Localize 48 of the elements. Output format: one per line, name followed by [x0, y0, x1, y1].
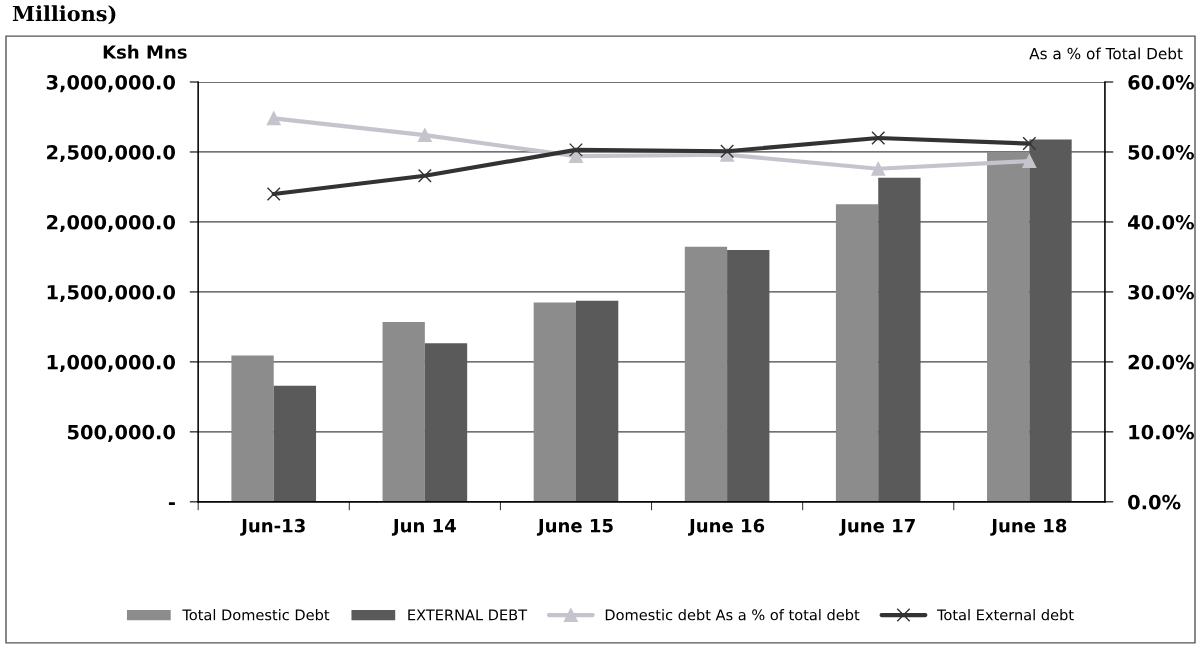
y2-tick-label: 20.0% [1128, 354, 1194, 370]
bar [273, 385, 317, 502]
y2-tick-label: 0.0% [1128, 494, 1181, 510]
y2-tick-label: 40.0% [1128, 214, 1194, 230]
bar [231, 355, 274, 502]
y-tick-label: 500,000.0 [67, 424, 176, 443]
y2-axis-title: As a % of Total Debt [1029, 47, 1183, 60]
x-tick-label: June 16 [688, 518, 765, 536]
y-tick-label: 2,000,000.0 [47, 214, 176, 233]
bar [533, 302, 576, 502]
x-tick-label: June 17 [839, 519, 915, 536]
bar [424, 343, 468, 502]
point [1022, 136, 1037, 151]
point [266, 111, 281, 126]
legend-label: Total External debt [936, 609, 1074, 621]
point [417, 168, 432, 183]
y2-tick-label: 50.0% [1128, 144, 1194, 160]
y-axis-title: Ksh Mns [103, 44, 187, 59]
y-tick-label: 2,500,000.0 [47, 144, 176, 163]
bar [382, 322, 425, 502]
y2-tick-label: 30.0% [1128, 284, 1194, 300]
x-tick-label: Jun 14 [391, 519, 456, 536]
y-tick-label: 1,000,000.0 [47, 354, 176, 373]
point [871, 161, 886, 176]
chart-title: Millions) [12, 5, 116, 25]
bar [878, 177, 921, 502]
y2-tick-label: 60.0% [1128, 74, 1194, 90]
legend-label: EXTERNAL DEBT [408, 609, 528, 621]
bar [684, 246, 728, 502]
point [569, 142, 583, 157]
point [417, 128, 432, 143]
legend-label: Total Domestic Debt [182, 609, 330, 621]
point [266, 187, 281, 201]
x-tick-label: June 15 [536, 519, 613, 536]
y-tick-label: 3,000,000.0 [46, 74, 176, 93]
bar [727, 249, 770, 502]
point [1022, 154, 1037, 169]
bar [575, 300, 619, 502]
x-tick-label: Jun-13 [240, 518, 305, 536]
y2-tick-label: 10.0% [1129, 424, 1194, 440]
bar [1029, 139, 1072, 502]
y-tick-label: 1,500,000.0 [47, 284, 176, 303]
legend-label: Domestic debt As a % of total debt [605, 609, 860, 621]
x-tick-label: June 18 [990, 518, 1067, 536]
point [871, 131, 886, 145]
y-tick-label: - [168, 502, 175, 506]
bar [835, 204, 879, 502]
bar [987, 151, 1030, 502]
